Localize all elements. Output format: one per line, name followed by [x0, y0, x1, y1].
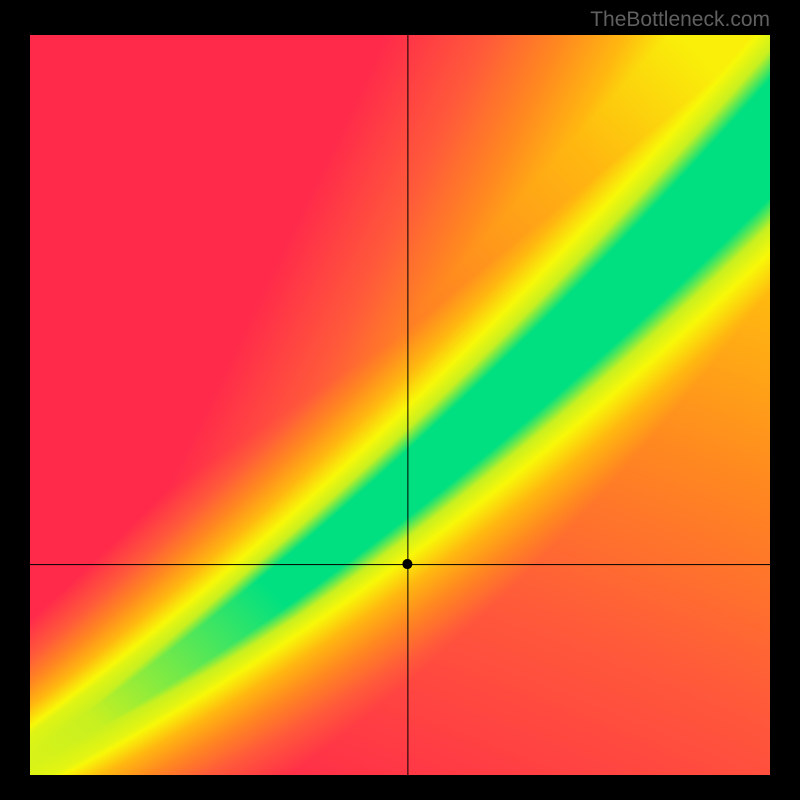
watermark-text: TheBottleneck.com — [590, 8, 770, 32]
heatmap-canvas — [30, 35, 770, 775]
bottleneck-heatmap-chart — [30, 35, 770, 775]
